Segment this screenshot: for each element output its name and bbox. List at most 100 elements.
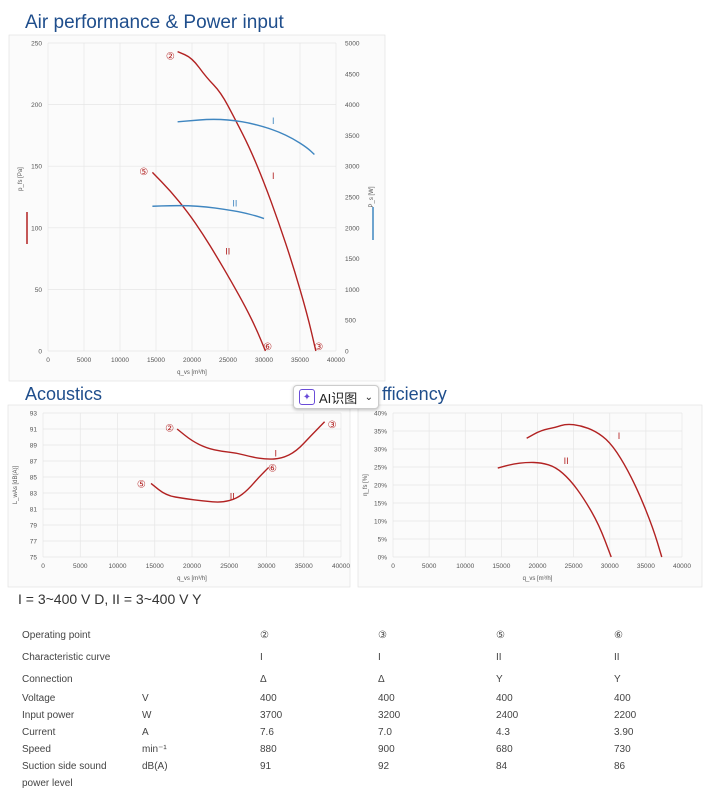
row-value: 400 xyxy=(378,693,395,704)
y2-tick-label: 0 xyxy=(345,349,349,356)
x-tick-label: 35000 xyxy=(291,357,309,364)
row-label: Characteristic curve xyxy=(22,651,111,663)
series-line-II-1 xyxy=(497,461,612,558)
table-row: Operating point ② ③ ⑤ ⑥ xyxy=(22,624,694,646)
y-tick-label: 85 xyxy=(30,475,38,482)
y-axis-label: L_wAs [dB(A)] xyxy=(13,466,19,505)
row-value: Y xyxy=(496,673,503,685)
row-value: ② xyxy=(260,629,269,641)
table-row: Speed min⁻¹ 880 900 680 730 xyxy=(22,741,694,758)
y-tick-label: 50 xyxy=(35,287,43,294)
y2-tick-label: 5000 xyxy=(345,41,360,48)
series-line-I-0 xyxy=(526,423,663,558)
y-tick-label: 91 xyxy=(30,427,38,434)
y-tick-label: 25% xyxy=(374,465,387,472)
voltage-legend: I = 3~400 V D, II = 3~400 V Y xyxy=(18,591,202,607)
row-value: 2400 xyxy=(496,710,519,721)
row-value: I xyxy=(260,651,263,663)
series-label: II xyxy=(225,246,230,256)
row-value xyxy=(496,775,614,792)
row-value: II xyxy=(614,651,620,663)
operating-point-marker: ⑥ xyxy=(268,463,277,474)
row-value: 3700 xyxy=(260,710,283,721)
table-row: Current A 7.6 7.0 4.3 3.90 xyxy=(22,724,694,741)
y2-axis-label: P_s [W] xyxy=(369,186,375,207)
row-value: 400 xyxy=(614,693,631,704)
x-tick-label: 25000 xyxy=(565,563,583,570)
series-label: II xyxy=(564,456,569,466)
operating-point-marker: ③ xyxy=(328,420,337,431)
charts-canvas: 0 5000 10000 15000 20000 25000 30000 35000 40000… xyxy=(7,34,703,588)
row-value: 680 xyxy=(496,744,513,755)
y2-tick-label: 2000 xyxy=(345,225,360,232)
series-line-I-2 xyxy=(177,118,315,156)
series-label: II xyxy=(232,198,237,208)
air-performance-title: Air performance & Power input xyxy=(25,12,284,33)
series-label: II xyxy=(230,492,235,502)
row-value: 3200 xyxy=(378,710,401,721)
y-tick-label: 93 xyxy=(30,411,38,418)
row-label: Speed xyxy=(22,744,51,755)
x-axis-label: q_vs [m³/h] xyxy=(177,370,207,376)
row-unit: A xyxy=(142,727,149,738)
row-unit: V xyxy=(142,693,149,704)
row-label: Input power xyxy=(22,710,75,721)
chevron-down-icon: ⌄ xyxy=(364,391,373,403)
x-tick-label: 10000 xyxy=(108,563,126,570)
row-unit xyxy=(142,775,260,792)
y-tick-label: 75 xyxy=(30,555,38,562)
row-label: Voltage xyxy=(22,693,56,704)
y-tick-label: 77 xyxy=(30,539,38,546)
y-tick-label: 10% xyxy=(374,519,387,526)
x-axis-label: q_vs [m³/h] xyxy=(523,576,553,582)
plot-frame xyxy=(8,34,386,382)
row-value: Y xyxy=(614,673,621,685)
ai-button-label: AI识图 xyxy=(319,390,358,406)
x-tick-label: 10000 xyxy=(111,357,129,364)
row-unit: dB(A) xyxy=(142,761,168,772)
x-tick-label: 40000 xyxy=(673,563,691,570)
row-label: Current xyxy=(22,727,56,738)
y-tick-label: 87 xyxy=(30,459,38,466)
x-tick-label: 30000 xyxy=(601,563,619,570)
x-tick-label: 15000 xyxy=(147,357,165,364)
x-tick-label: 20000 xyxy=(183,357,201,364)
x-tick-label: 35000 xyxy=(637,563,655,570)
table-row: Characteristic curve I I II II xyxy=(22,646,694,668)
x-tick-label: 10000 xyxy=(456,563,474,570)
row-value: 400 xyxy=(496,693,513,704)
x-tick-label: 5000 xyxy=(77,357,92,364)
x-tick-label: 5000 xyxy=(422,563,437,570)
row-value: Δ xyxy=(260,673,267,685)
table-row: Voltage V 400 400 400 400 xyxy=(22,690,694,707)
y-tick-label: 0 xyxy=(38,349,42,356)
y-tick-label: 200 xyxy=(31,102,42,109)
x-tick-label: 35000 xyxy=(295,563,313,570)
row-value: ⑥ xyxy=(614,629,623,641)
x-tick-label: 15000 xyxy=(492,563,510,570)
x-tick-label: 25000 xyxy=(219,357,237,364)
row-value: 86 xyxy=(614,761,626,772)
table-row: Connection Δ Δ Y Y xyxy=(22,668,694,690)
row-value: Δ xyxy=(378,673,385,685)
row-value: I xyxy=(378,651,381,663)
y-tick-label: 35% xyxy=(374,429,387,436)
y-tick-label: 81 xyxy=(30,507,38,514)
ai-image-recognition-button[interactable]: ✦ AI识图 ⌄ xyxy=(293,385,379,409)
x-tick-label: 20000 xyxy=(528,563,546,570)
x-tick-label: 0 xyxy=(391,563,395,570)
y-tick-label: 150 xyxy=(31,164,42,171)
row-label: Operating point xyxy=(22,629,91,641)
row-value xyxy=(378,775,496,792)
sparkle-icon: ✦ xyxy=(299,389,315,405)
y2-tick-label: 3500 xyxy=(345,133,360,140)
series-label: I xyxy=(272,116,275,126)
x-tick-label: 0 xyxy=(41,563,45,570)
row-value: 4.3 xyxy=(496,727,510,738)
row-value: 880 xyxy=(260,744,277,755)
row-value: ③ xyxy=(378,629,387,641)
row-label: Suction side sound xyxy=(22,761,107,772)
series-line-I-0 xyxy=(177,50,317,352)
y-tick-label: 100 xyxy=(31,225,42,232)
operating-point-marker: ② xyxy=(166,51,175,62)
